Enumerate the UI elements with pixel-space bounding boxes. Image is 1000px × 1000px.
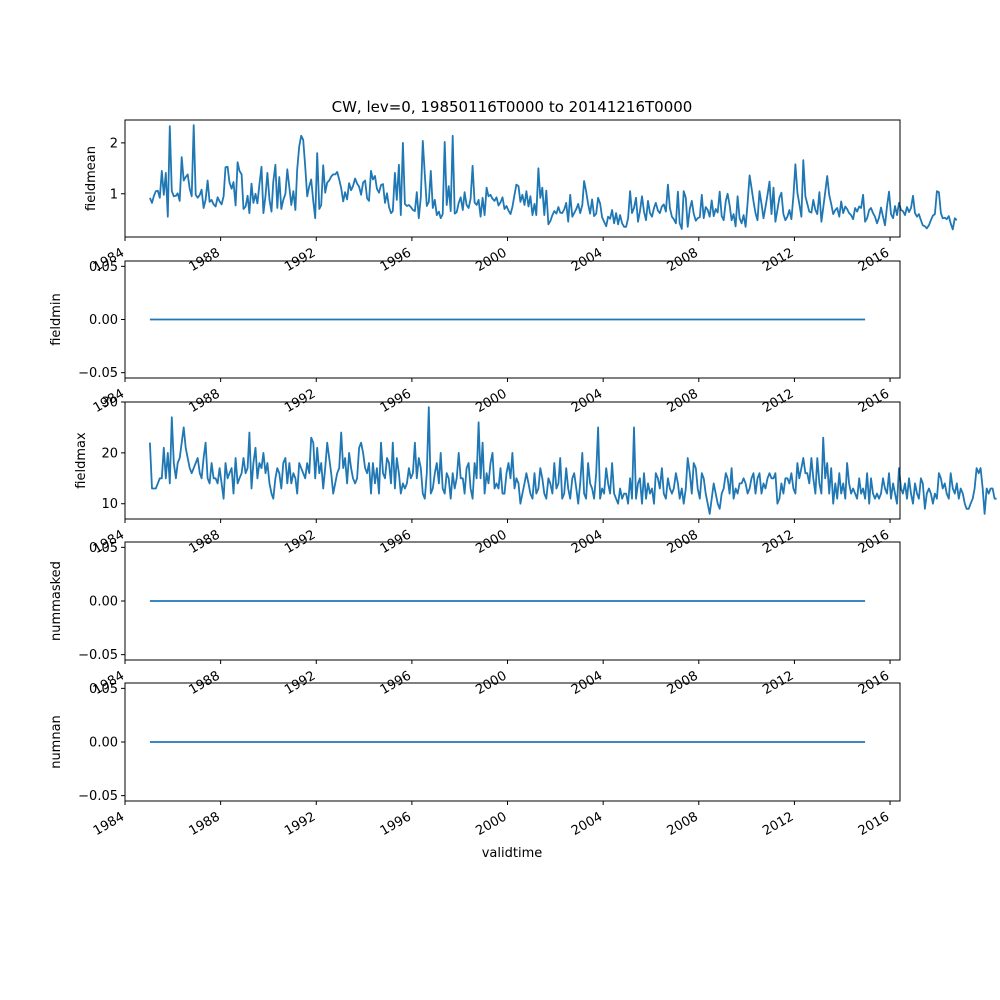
series-line-fieldmax — [149, 406, 997, 515]
y-tick-label-fieldmax: 20 — [101, 446, 118, 461]
y-axis-label-fieldmax: fieldmax — [74, 432, 89, 489]
chart-title: CW, lev=0, 19850116T0000 to 20141216T000… — [332, 98, 693, 116]
y-tick-label-numnan: 0.05 — [89, 682, 118, 697]
y-tick-label-nummasked: 0.00 — [89, 595, 118, 610]
y-tick-label-numnan: 0.00 — [89, 736, 118, 751]
axes-frame-fieldmean — [124, 119, 901, 238]
series-line-fieldmean — [149, 124, 958, 231]
y-tick-label-fieldmin: 0.00 — [89, 313, 118, 328]
y-tick-label-numnan: −0.05 — [78, 789, 118, 804]
y-axis-label-nummasked: nummasked — [49, 561, 64, 641]
y-tick-label-fieldmax: 30 — [101, 396, 118, 411]
x-axis-label: validtime — [482, 846, 543, 861]
y-axis-label-fieldmean: fieldmean — [84, 146, 99, 211]
axes-frame-fieldmax — [124, 401, 901, 520]
y-tick-label-nummasked: 0.05 — [89, 541, 118, 556]
y-tick-label-nummasked: −0.05 — [78, 648, 118, 663]
y-tick-label-fieldmax: 10 — [101, 497, 118, 512]
y-axis-label-fieldmin: fieldmin — [49, 293, 64, 346]
y-axis-label-numnan: numnan — [49, 715, 64, 769]
y-tick-label-fieldmean: 2 — [110, 136, 118, 151]
y-tick-label-fieldmin: 0.05 — [89, 260, 118, 275]
y-tick-label-fieldmean: 1 — [110, 187, 118, 202]
y-tick-label-fieldmin: −0.05 — [78, 366, 118, 381]
